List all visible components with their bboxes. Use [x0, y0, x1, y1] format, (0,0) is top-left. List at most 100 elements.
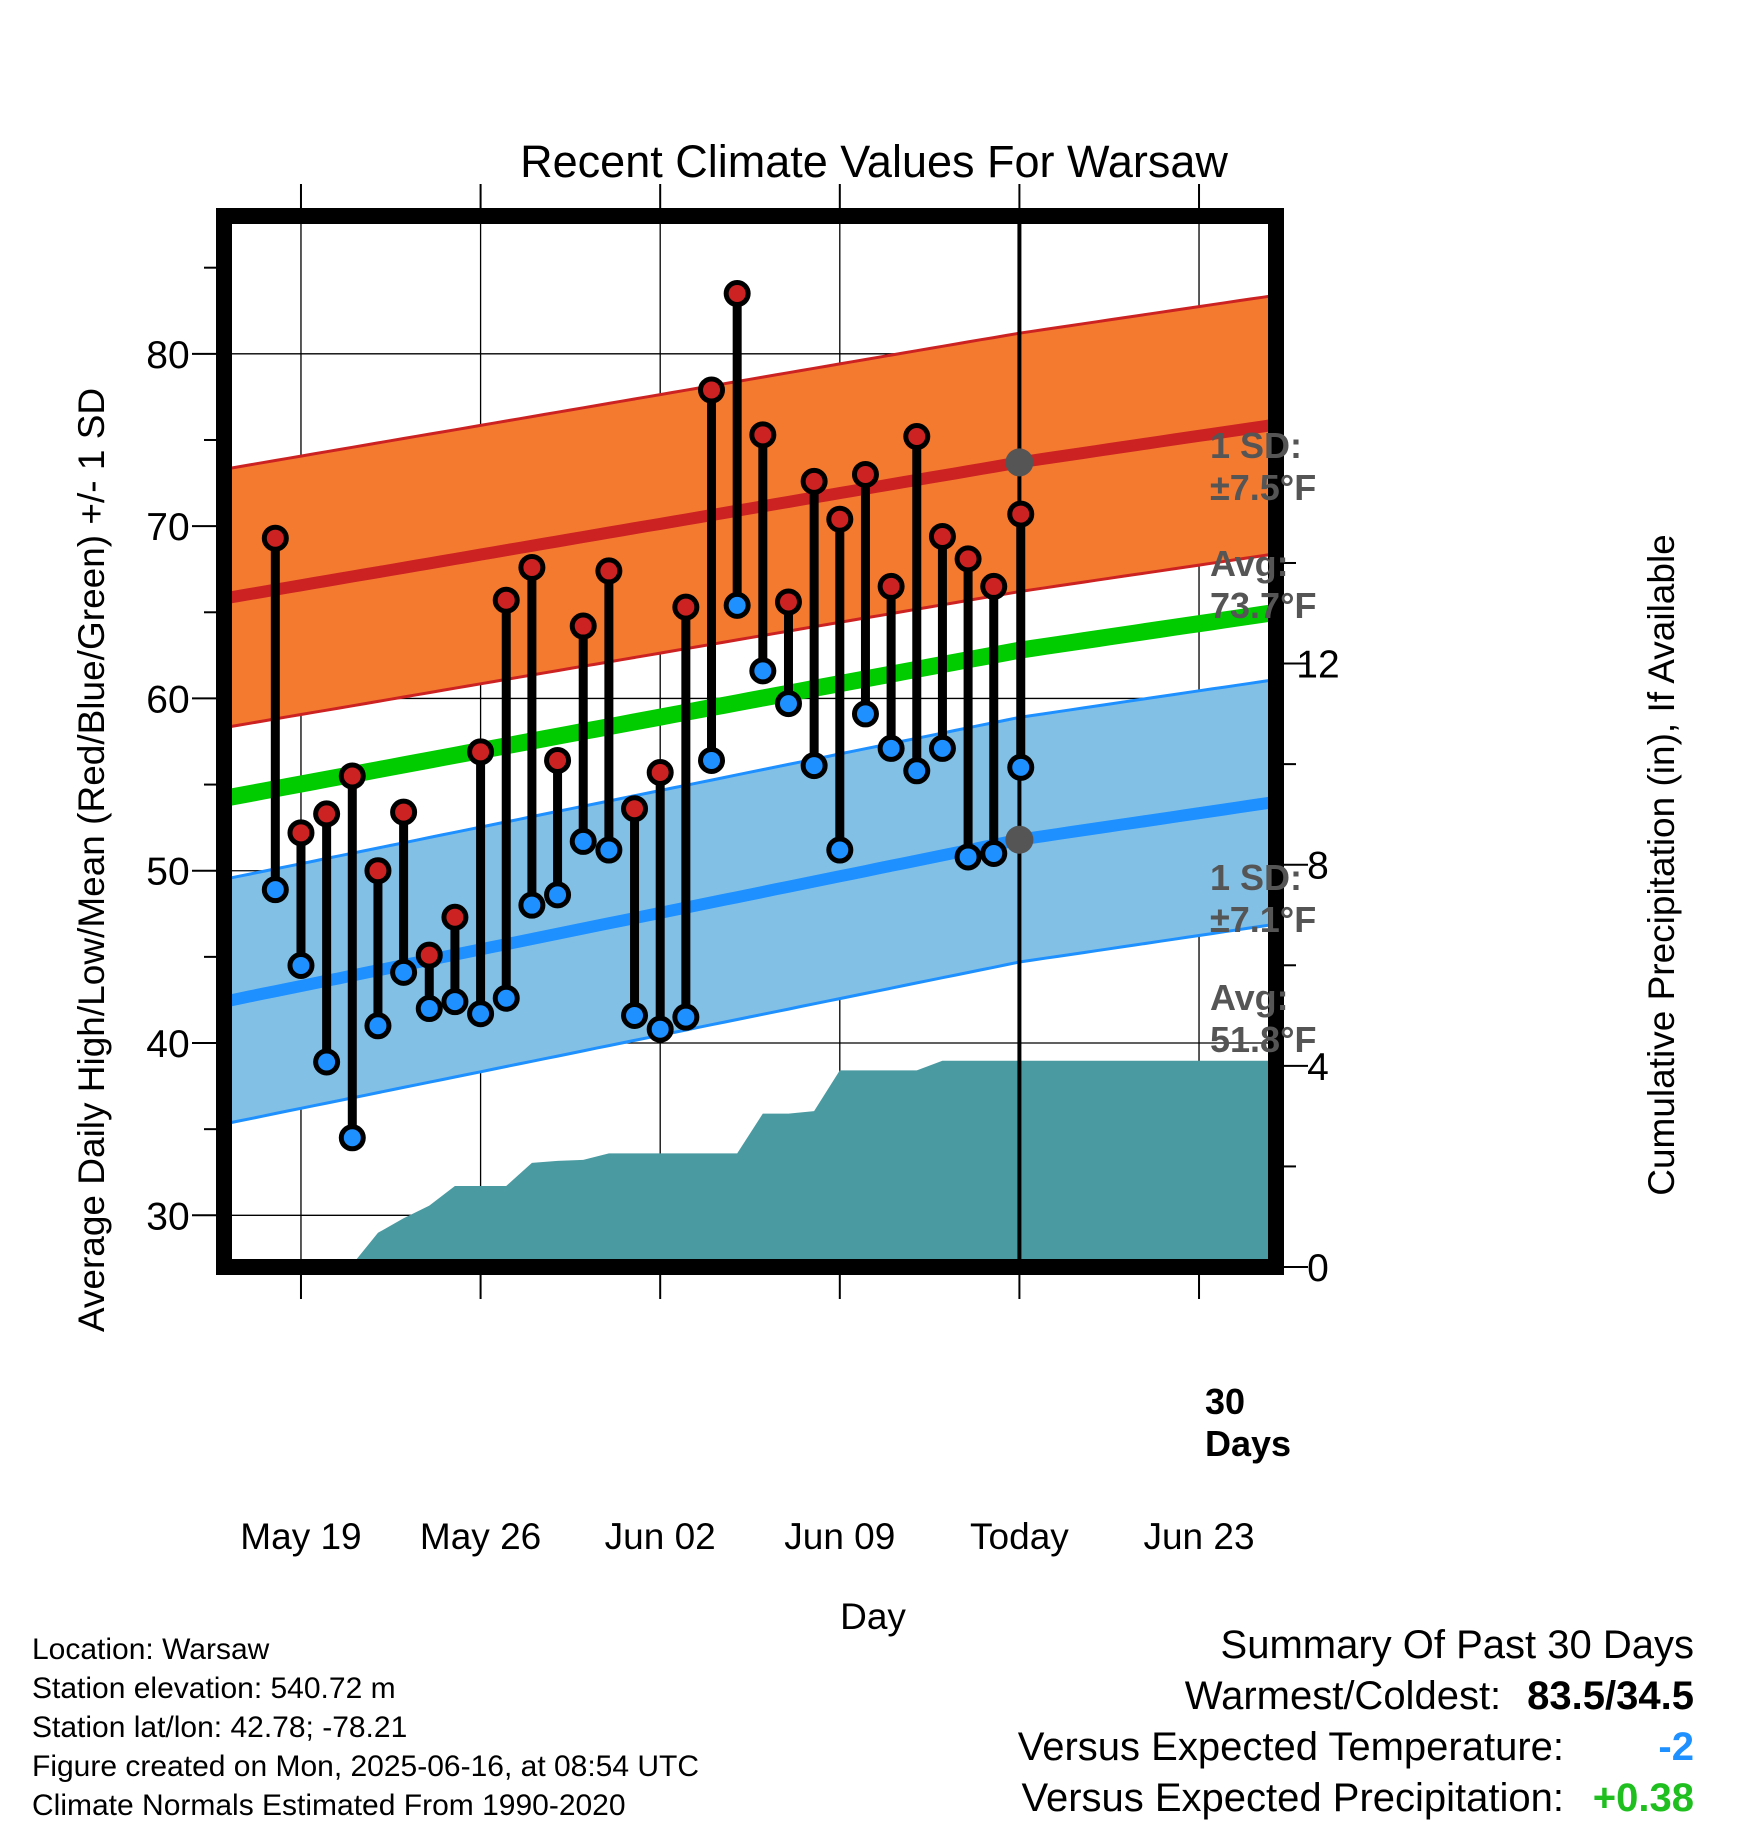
temp-diff-label: Versus Expected Temperature: — [1017, 1725, 1564, 1769]
low-avg-label: Avg: — [1210, 977, 1289, 1018]
obs-low-dot — [313, 1048, 341, 1076]
warmest-coldest-value: 83.5/34.5 — [1527, 1674, 1694, 1718]
temp-diff-value: -2 — [1658, 1725, 1694, 1769]
obs-low-dot — [441, 988, 469, 1016]
obs-high-dot — [467, 738, 495, 766]
obs-low-dot — [723, 591, 751, 619]
obs-low-dot — [928, 734, 956, 762]
obs-high-dot — [698, 376, 726, 404]
high-sd-label: 1 SD: — [1210, 425, 1303, 466]
obs-low-dot — [800, 752, 828, 780]
obs-high-dot — [544, 746, 572, 774]
x-tick-label: Today — [970, 1516, 1069, 1557]
obs-low-dot — [569, 827, 597, 855]
obs-low-dot — [390, 958, 418, 986]
obs-low-dot — [698, 746, 726, 774]
high-avg-annotation: Avg: 73.7°F — [1210, 543, 1316, 627]
high-avg-marker — [1005, 448, 1034, 477]
obs-low-dot — [672, 1003, 700, 1031]
ticks-layer: 30 40 50 60 70 80 0 4 8 12 May 19 May 26 Jun 02 Jun 0… — [146, 184, 1340, 1557]
station-info: Location: Warsaw Station elevation: 540.… — [32, 1630, 699, 1825]
obs-high-dot — [903, 423, 931, 451]
obs-low-dot — [415, 995, 443, 1023]
x-tick-label: May 19 — [240, 1516, 361, 1557]
precip-diff-value: +0.38 — [1592, 1776, 1694, 1820]
latlon-text: Station lat/lon: 42.78; -78.21 — [32, 1711, 408, 1744]
obs-high-dot — [569, 612, 597, 640]
precip-layer — [224, 1060, 1276, 1267]
right-tick-label: 0 — [1307, 1247, 1329, 1290]
obs-layer — [261, 280, 1035, 1152]
obs-low-dot — [749, 657, 777, 685]
obs-low-dot — [492, 984, 520, 1012]
plot-frame — [216, 208, 1284, 1275]
high-avg-label: Avg: — [1210, 543, 1289, 584]
obs-low-dot — [261, 876, 289, 904]
obs-high-dot — [492, 586, 520, 614]
low-avg-value: 51.8°F — [1210, 1019, 1317, 1060]
obs-high-dot — [518, 553, 546, 581]
obs-high-dot — [1007, 500, 1035, 528]
obs-high-dot — [415, 941, 443, 969]
obs-low-dot — [595, 836, 623, 864]
normals-text: Climate Normals Estimated From 1990-2020 — [32, 1789, 626, 1822]
obs-high-dot — [877, 572, 905, 600]
low-sd-annotation: 1 SD: ±7.1°F — [1210, 857, 1316, 941]
low-sd-value: ±7.1°F — [1210, 899, 1317, 940]
obs-high-dot — [774, 588, 802, 616]
obs-high-dot — [261, 524, 289, 552]
obs-low-dot — [826, 836, 854, 864]
left-tick-label: 80 — [146, 334, 189, 377]
summary-heading: Summary Of Past 30 Days — [1220, 1623, 1694, 1667]
obs-high-dot — [672, 593, 700, 621]
y-axis-label-left: Average Daily High/Low/Mean (Red/Blue/Gr… — [71, 387, 112, 1333]
obs-low-dot — [774, 690, 802, 718]
low-sd-lower-line — [223, 922, 1277, 1126]
left-tick-label: 70 — [146, 506, 189, 549]
obs-high-dot — [954, 545, 982, 573]
obs-high-dot — [441, 903, 469, 931]
obs-low-dot — [467, 1000, 495, 1028]
obs-low-dot — [851, 700, 879, 728]
obs-high-dot — [723, 280, 751, 308]
x-tick-label: Jun 23 — [1143, 1516, 1254, 1557]
x-tick-label: Jun 02 — [605, 1516, 716, 1557]
warmest-coldest-label: Warmest/Coldest: — [1184, 1674, 1502, 1718]
obs-low-dot — [287, 951, 315, 979]
obs-low-dot — [877, 734, 905, 762]
elevation-text: Station elevation: 540.72 m — [32, 1672, 396, 1705]
low-avg-annotation: Avg: 51.8°F — [1210, 977, 1316, 1061]
obs-high-dot — [826, 505, 854, 533]
mean-line — [222, 603, 1278, 807]
low-avg-marker — [1005, 825, 1034, 854]
obs-high-dot — [980, 572, 1008, 600]
obs-low-dot — [646, 1015, 674, 1043]
obs-high-dot — [287, 819, 315, 847]
obs-low-dot — [954, 843, 982, 871]
high-avg-line — [222, 418, 1277, 605]
obs-high-dot — [800, 467, 828, 495]
x-tick-label: Jun 09 — [784, 1516, 895, 1557]
obs-low-dot — [980, 839, 1008, 867]
x-axis-label: Day — [840, 1596, 906, 1637]
frame-layer — [216, 208, 1284, 1275]
obs-high-dot — [595, 557, 623, 585]
obs-low-dot — [338, 1124, 366, 1152]
precip-area — [224, 1060, 1276, 1267]
right-tick-label: 12 — [1296, 644, 1339, 687]
high-sd-annotation: 1 SD: ±7.5°F — [1210, 425, 1316, 509]
summary-panel: Summary Of Past 30 Days Warmest/Coldest:… — [1018, 1620, 1694, 1824]
obs-high-dot — [851, 460, 879, 488]
chart-title: Recent Climate Values For Warsaw — [520, 136, 1228, 187]
days-word: Days — [1205, 1423, 1292, 1464]
obs-low-dot — [518, 891, 546, 919]
precip-diff-label: Versus Expected Precipitation: — [1021, 1776, 1564, 1820]
summary-precip-row: Versus Expected Precipitation: +0.38 — [1018, 1773, 1694, 1824]
obs-low-dot — [903, 757, 931, 785]
right-tick-label: 8 — [1307, 845, 1329, 888]
obs-low-dot — [544, 881, 572, 909]
y-axis-label-right: Cumulative Precipitation (in), If Availa… — [1641, 534, 1682, 1196]
high-sd-upper-line — [223, 293, 1277, 471]
x-tick-label: May 26 — [420, 1516, 541, 1557]
